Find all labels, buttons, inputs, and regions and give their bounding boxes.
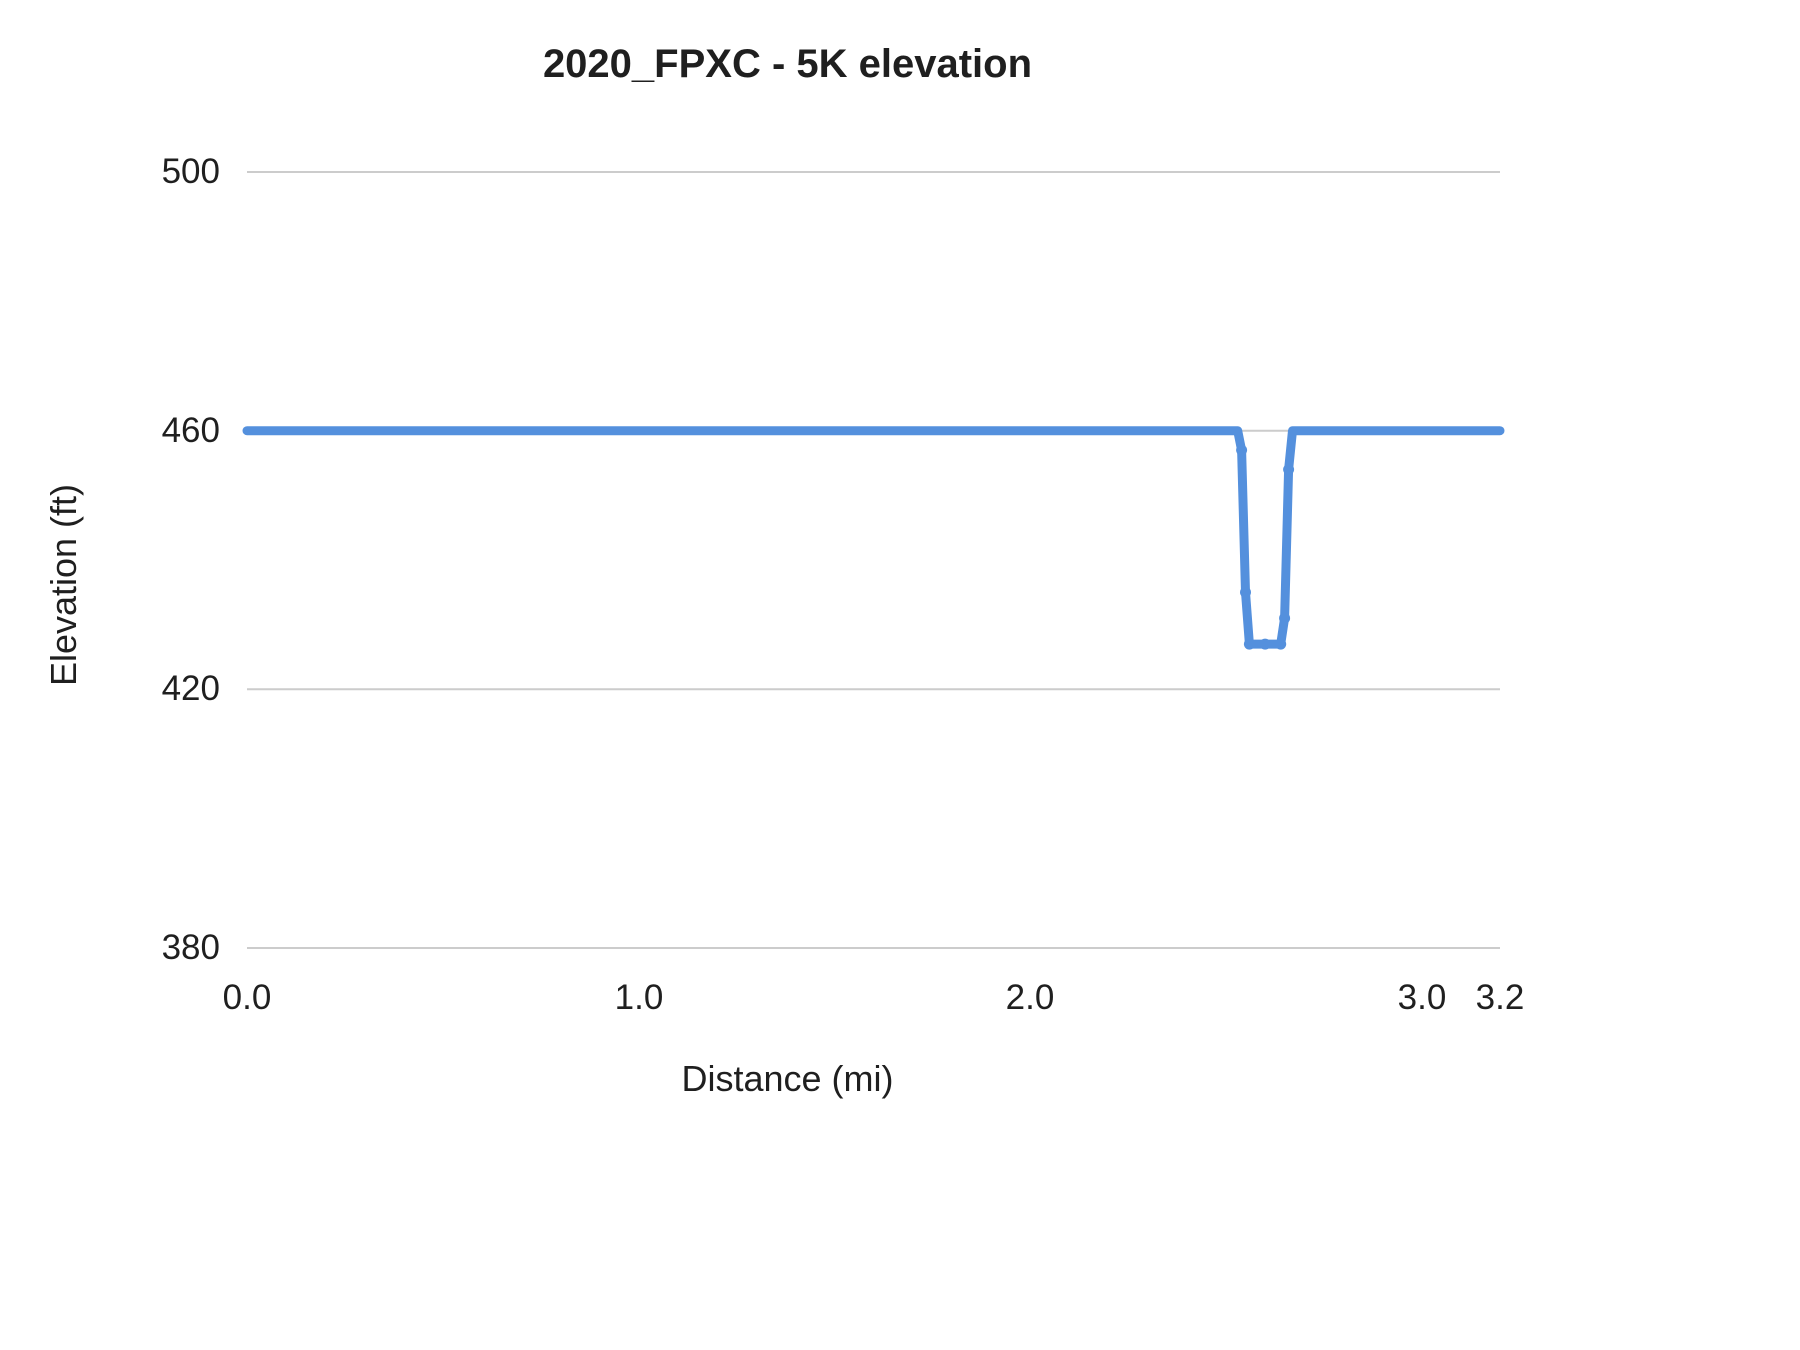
y-axis-title: Elevation (ft) — [43, 483, 84, 687]
data-point-marker — [1275, 638, 1287, 650]
y-tick-label-380: 380 — [161, 928, 220, 967]
x-tick-label-1.0: 1.0 — [614, 978, 664, 1017]
elevation-line-series — [242, 426, 1505, 649]
data-point-marker — [1283, 464, 1295, 475]
data-point-marker — [1259, 638, 1271, 650]
x-tick-label-2.0: 2.0 — [1005, 978, 1055, 1017]
chart-title: 2020_FPXC - 5K elevation — [542, 42, 1033, 86]
x-tick-label-3.0: 3.0 — [1397, 978, 1447, 1017]
data-point-marker — [1243, 638, 1255, 650]
data-point-marker — [1279, 612, 1291, 624]
x-tick-label-0.0: 0.0 — [222, 978, 272, 1017]
x-axis-title: Distance (mi) — [681, 1058, 894, 1099]
data-point-marker — [1236, 444, 1248, 456]
y-tick-label-500: 500 — [161, 152, 220, 191]
y-tick-label-420: 420 — [161, 669, 220, 708]
data-point-marker — [1240, 586, 1251, 598]
y-tick-label-460: 460 — [161, 411, 220, 450]
x-tick-label-3.2: 3.2 — [1475, 978, 1525, 1017]
